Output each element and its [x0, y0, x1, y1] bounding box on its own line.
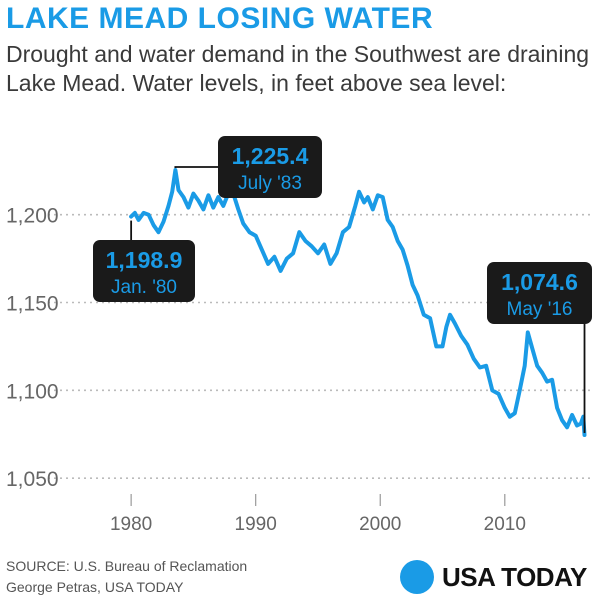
- y-tick-label: 1,200: [6, 205, 59, 228]
- logo-text: USA TODAY: [442, 561, 587, 592]
- chart-subtitle: Drought and water demand in the Southwes…: [6, 41, 590, 96]
- callout: 1,225.4 July '83: [174, 136, 322, 198]
- source-note: SOURCE: U.S. Bureau of Reclamation Georg…: [6, 556, 247, 598]
- y-tick-label: 1,050: [6, 468, 59, 491]
- callout: 1,074.6 May '16: [487, 262, 592, 433]
- callouts: 1,198.9 Jan. '80 1,225.4 July '83 1,074.6 May…: [93, 136, 592, 433]
- chart-title: LAKE MEAD LOSING WATER: [6, 2, 434, 35]
- callout-date: Jan. '80: [111, 277, 177, 298]
- logo-circle-icon: [400, 560, 434, 594]
- callout-box: [218, 136, 322, 198]
- credit-text: George Petras, USA TODAY: [6, 579, 184, 595]
- callout-date: July '83: [238, 173, 302, 194]
- x-tick-label: 2010: [484, 514, 526, 535]
- y-tick-label: 1,100: [6, 380, 59, 403]
- callout-box: [93, 240, 195, 302]
- water-level-series: [129, 168, 587, 437]
- callout-value: 1,225.4: [232, 143, 309, 169]
- callout-leader: [174, 166, 218, 169]
- series-line: [129, 168, 587, 437]
- callout-value: 1,074.6: [501, 269, 578, 295]
- x-axis-ticks: 1980 1990 2000 2010: [110, 494, 526, 535]
- y-axis-ticks: 1,200 1,150 1,100 1,050: [6, 205, 59, 492]
- gridlines: [48, 213, 590, 480]
- y-tick-label: 1,150: [6, 293, 59, 316]
- source-text: SOURCE: U.S. Bureau of Reclamation: [6, 558, 248, 574]
- x-tick-label: 1980: [110, 514, 152, 535]
- callout-value: 1,198.9: [106, 247, 183, 273]
- callout-box: [487, 262, 592, 324]
- x-tick-label: 2000: [359, 514, 401, 535]
- x-tick-label: 1990: [235, 514, 277, 535]
- callout: 1,198.9 Jan. '80: [93, 220, 195, 302]
- usa-today-logo: USA TODAY: [400, 560, 587, 594]
- callout-date: May '16: [507, 299, 573, 320]
